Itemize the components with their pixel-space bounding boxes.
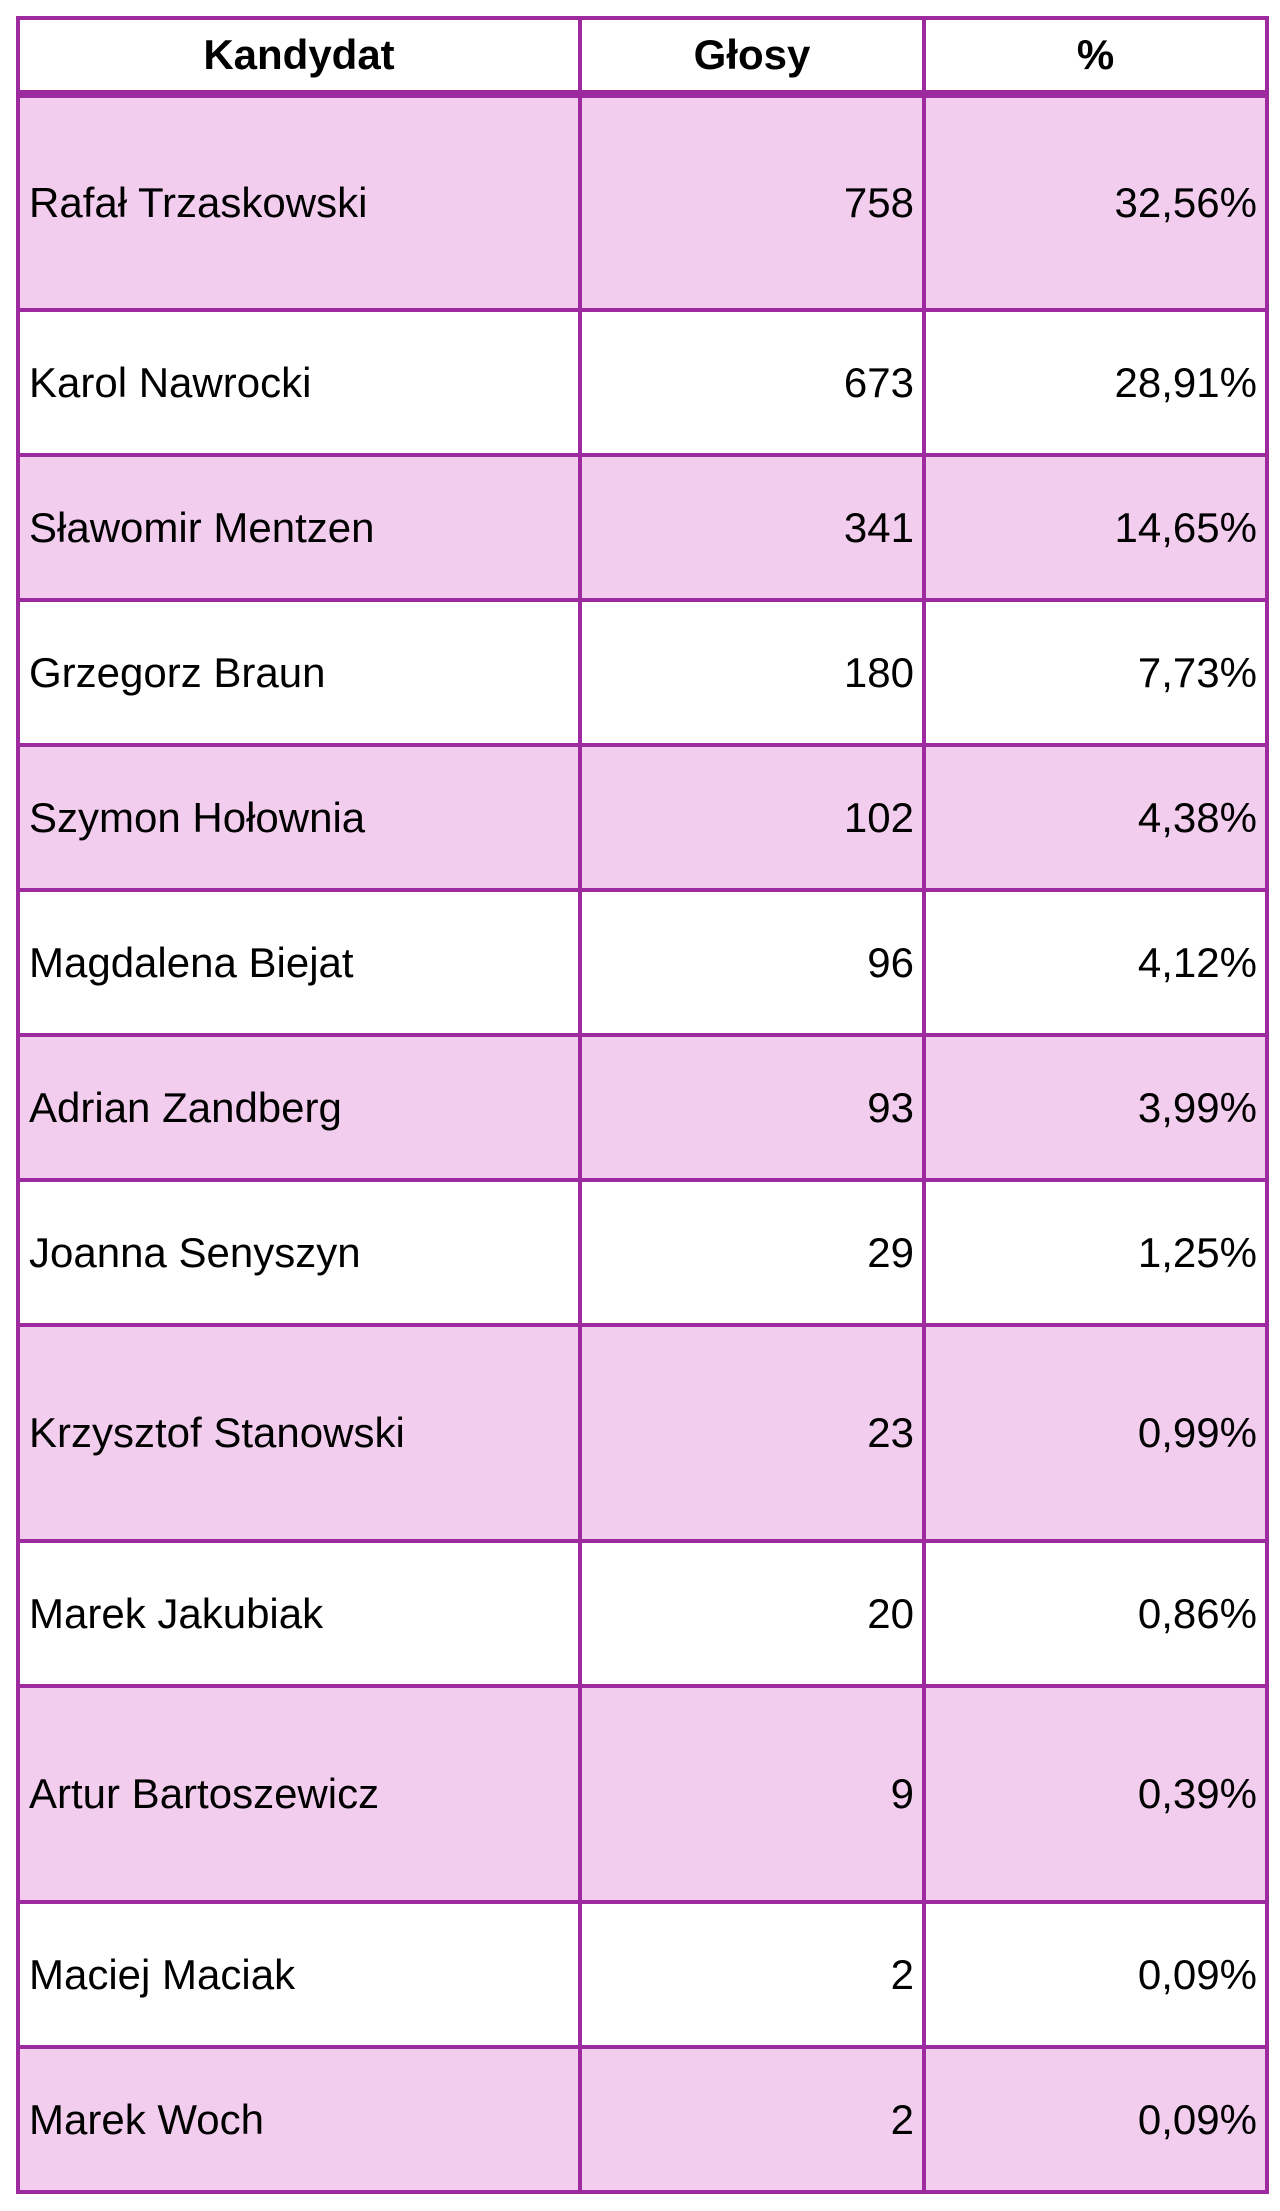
vote-percent: 3,99% — [922, 1033, 1269, 1182]
vote-percent: 4,12% — [922, 888, 1269, 1037]
vote-percent: 0,09% — [922, 2045, 1269, 2194]
vote-percent: 0,09% — [922, 1900, 1269, 2049]
table-row: Grzegorz Braun 180 7,73% — [16, 598, 1269, 747]
table-row: Marek Jakubiak 20 0,86% — [16, 1539, 1269, 1688]
vote-percent: 1,25% — [922, 1178, 1269, 1327]
candidate-name: Marek Woch — [16, 2045, 582, 2194]
results-table: Kandydat Głosy % Rafał Trzaskowski 758 3… — [16, 16, 1269, 2194]
vote-percent: 4,38% — [922, 743, 1269, 892]
vote-percent: 0,86% — [922, 1539, 1269, 1688]
vote-count: 20 — [578, 1539, 926, 1688]
header-candidate: Kandydat — [16, 16, 582, 96]
table-row: Sławomir Mentzen 341 14,65% — [16, 453, 1269, 602]
vote-count: 9 — [578, 1684, 926, 1904]
candidate-name: Magdalena Biejat — [16, 888, 582, 1037]
table-row: Krzysztof Stanowski 23 0,99% — [16, 1323, 1269, 1543]
table-row: Joanna Senyszyn 29 1,25% — [16, 1178, 1269, 1327]
candidate-name: Maciej Maciak — [16, 1900, 582, 2049]
table-row: Karol Nawrocki 673 28,91% — [16, 308, 1269, 457]
candidate-name: Szymon Hołownia — [16, 743, 582, 892]
candidate-name: Joanna Senyszyn — [16, 1178, 582, 1327]
vote-count: 23 — [578, 1323, 926, 1543]
vote-percent: 14,65% — [922, 453, 1269, 602]
table-row: Szymon Hołownia 102 4,38% — [16, 743, 1269, 892]
table-row: Magdalena Biejat 96 4,12% — [16, 888, 1269, 1037]
vote-percent: 32,56% — [922, 92, 1269, 312]
vote-percent: 28,91% — [922, 308, 1269, 457]
vote-count: 93 — [578, 1033, 926, 1182]
vote-count: 2 — [578, 2045, 926, 2194]
vote-count: 758 — [578, 92, 926, 312]
candidate-name: Krzysztof Stanowski — [16, 1323, 582, 1543]
candidate-name: Marek Jakubiak — [16, 1539, 582, 1688]
candidate-name: Grzegorz Braun — [16, 598, 582, 747]
candidate-name: Adrian Zandberg — [16, 1033, 582, 1182]
vote-count: 96 — [578, 888, 926, 1037]
vote-percent: 7,73% — [922, 598, 1269, 747]
vote-percent: 0,99% — [922, 1323, 1269, 1543]
vote-count: 180 — [578, 598, 926, 747]
table-header: Kandydat Głosy % — [16, 16, 1269, 96]
header-percent: % — [922, 16, 1269, 96]
table-row: Maciej Maciak 2 0,09% — [16, 1900, 1269, 2049]
vote-count: 341 — [578, 453, 926, 602]
table-row: Adrian Zandberg 93 3,99% — [16, 1033, 1269, 1182]
vote-count: 102 — [578, 743, 926, 892]
table-row: Rafał Trzaskowski 758 32,56% — [16, 92, 1269, 312]
table-row: Artur Bartoszewicz 9 0,39% — [16, 1684, 1269, 1904]
header-row: Kandydat Głosy % — [16, 16, 1269, 96]
vote-count: 2 — [578, 1900, 926, 2049]
table-body: Rafał Trzaskowski 758 32,56% Karol Nawro… — [16, 92, 1269, 2194]
candidate-name: Sławomir Mentzen — [16, 453, 582, 602]
vote-percent: 0,39% — [922, 1684, 1269, 1904]
candidate-name: Rafał Trzaskowski — [16, 92, 582, 312]
candidate-name: Karol Nawrocki — [16, 308, 582, 457]
vote-count: 29 — [578, 1178, 926, 1327]
vote-count: 673 — [578, 308, 926, 457]
header-votes: Głosy — [578, 16, 926, 96]
candidate-name: Artur Bartoszewicz — [16, 1684, 582, 1904]
table-row: Marek Woch 2 0,09% — [16, 2045, 1269, 2194]
